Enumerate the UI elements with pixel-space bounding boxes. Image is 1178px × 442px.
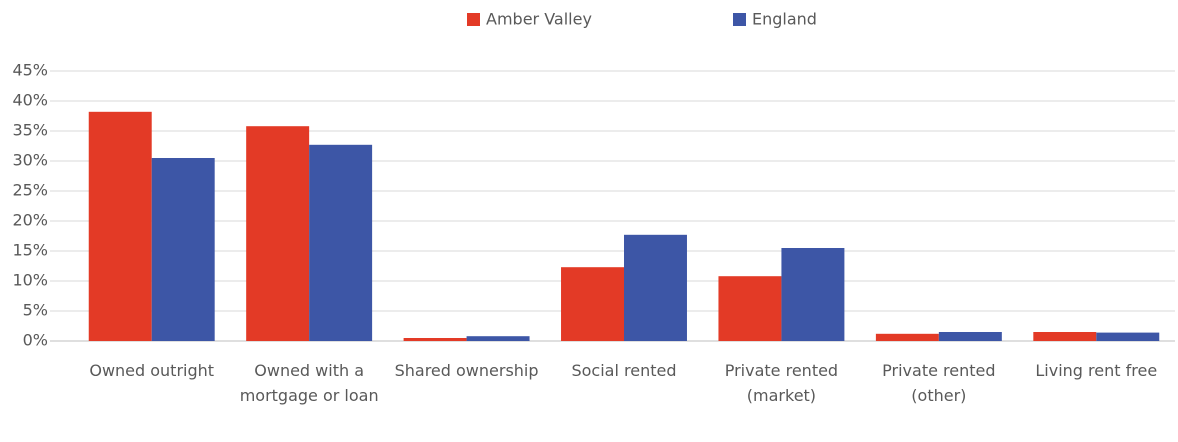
bar (781, 248, 845, 341)
legend-swatch (733, 13, 746, 26)
x-tick-label: Owned outright (89, 361, 215, 380)
y-tick-label: 0% (23, 331, 48, 350)
bar (1033, 332, 1097, 341)
legend-label: England (752, 10, 817, 29)
bar (561, 267, 624, 341)
y-tick-label: 5% (23, 301, 48, 320)
bar (403, 338, 467, 341)
bar (309, 144, 373, 341)
legend-swatch (467, 13, 480, 26)
y-tick-label: 30% (12, 151, 48, 170)
bar (624, 234, 687, 341)
x-tick-label: Social rented (571, 361, 677, 380)
bar (938, 332, 1002, 341)
bar (875, 333, 939, 341)
y-tick-label: 35% (12, 121, 48, 140)
bar (1096, 332, 1160, 341)
y-tick-label: 40% (12, 91, 48, 110)
x-tick-label: Shared ownership (394, 361, 539, 380)
legend-label: Amber Valley (486, 10, 592, 29)
y-tick-label: 20% (12, 211, 48, 230)
x-tick-label: Private rented (market) (724, 361, 839, 405)
x-tick-label: Owned with a mortgage or loan (239, 361, 379, 405)
x-tick-label: Living rent free (1035, 361, 1158, 380)
bar (718, 276, 782, 341)
bar (246, 126, 310, 341)
x-tick-label: Private rented (other) (882, 361, 996, 405)
y-tick-label: 45% (12, 61, 48, 80)
y-tick-label: 25% (12, 181, 48, 200)
bar (151, 158, 215, 341)
bar (88, 111, 152, 341)
y-tick-label: 15% (12, 241, 48, 260)
y-tick-label: 10% (12, 271, 48, 290)
bar (466, 336, 530, 341)
